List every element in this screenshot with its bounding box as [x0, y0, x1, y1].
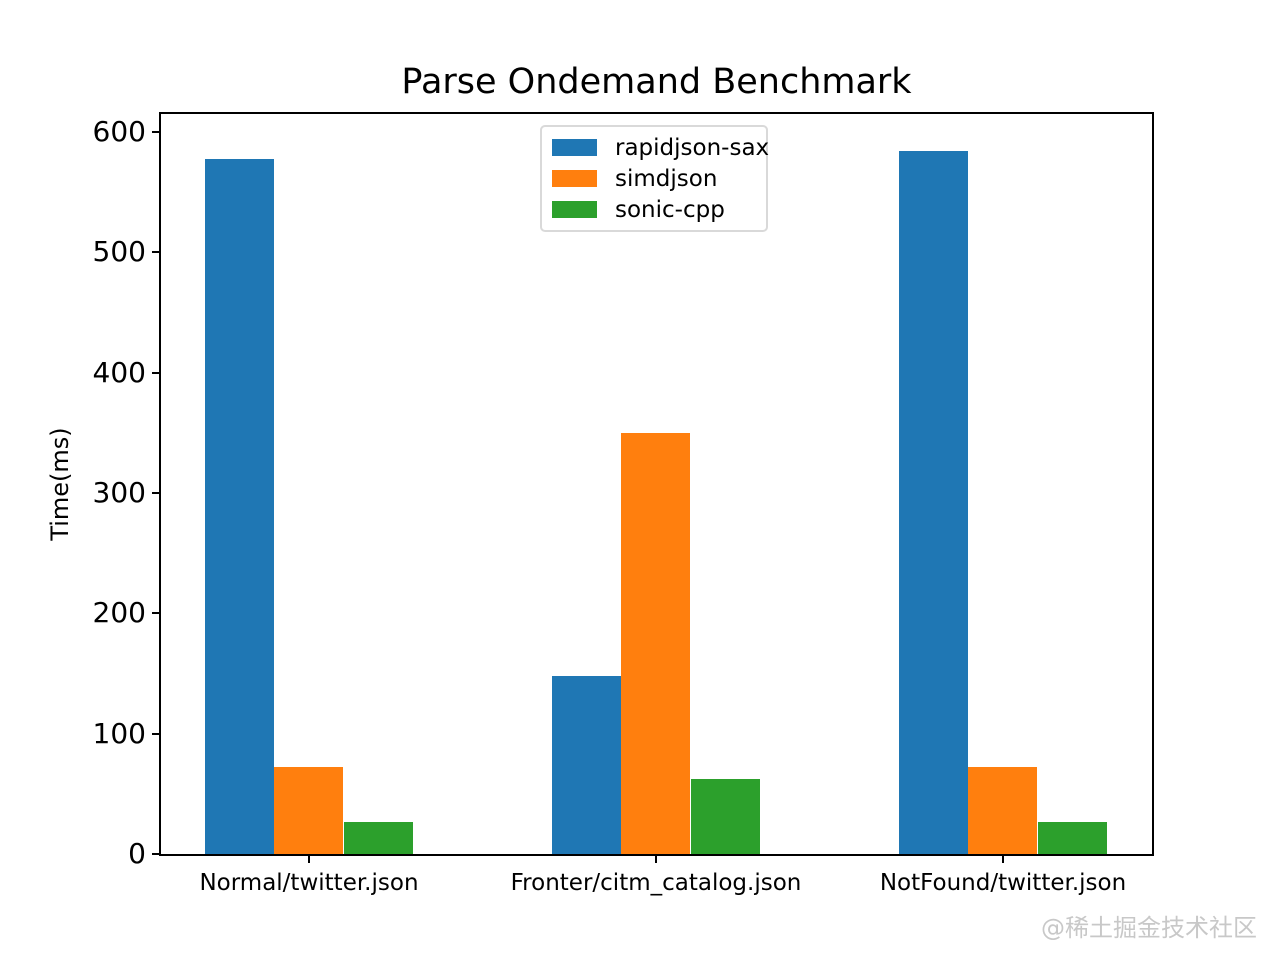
- bar-simdjson-2: [968, 767, 1037, 854]
- ytick-mark-200: [152, 612, 161, 614]
- ytick-label-400: 400: [92, 356, 146, 389]
- bar-sonic-cpp-0: [344, 822, 413, 854]
- legend: rapidjson-sax simdjson sonic-cpp: [540, 125, 770, 232]
- xtick-mark-0: [308, 854, 310, 863]
- legend-item-sonic-cpp: sonic-cpp: [542, 194, 766, 225]
- ytick-mark-300: [152, 492, 161, 494]
- bar-rapidjson-sax-0: [205, 159, 274, 854]
- watermark: @稀土掘金技术社区: [1041, 914, 1257, 942]
- legend-item-rapidjson-sax: rapidjson-sax: [542, 132, 770, 163]
- ytick-label-0: 0: [128, 837, 146, 870]
- legend-swatch-simdjson: [552, 170, 597, 187]
- ytick-mark-500: [152, 251, 161, 253]
- ytick-label-200: 200: [92, 596, 146, 629]
- ytick-mark-600: [152, 131, 161, 133]
- xtick-mark-1: [655, 854, 657, 863]
- ytick-mark-100: [152, 733, 161, 735]
- chart-title: Parse Ondemand Benchmark: [401, 62, 912, 102]
- ytick-label-100: 100: [92, 717, 146, 750]
- legend-swatch-rapidjson-sax: [552, 139, 597, 156]
- xtick-label-0: Normal/twitter.json: [199, 870, 419, 896]
- ytick-mark-0: [152, 853, 161, 855]
- ytick-label-300: 300: [92, 476, 146, 509]
- bar-sonic-cpp-1: [691, 779, 760, 854]
- bar-rapidjson-sax-1: [552, 676, 621, 854]
- bar-simdjson-1: [621, 433, 690, 854]
- ytick-mark-400: [152, 372, 161, 374]
- bar-sonic-cpp-2: [1038, 822, 1107, 854]
- legend-swatch-sonic-cpp: [552, 201, 597, 218]
- legend-label-simdjson: simdjson: [615, 165, 718, 192]
- bar-simdjson-0: [274, 767, 343, 854]
- ytick-label-500: 500: [92, 235, 146, 268]
- legend-label-sonic-cpp: sonic-cpp: [615, 196, 725, 223]
- legend-item-simdjson: simdjson: [542, 163, 766, 194]
- xtick-mark-2: [1002, 854, 1004, 863]
- bar-rapidjson-sax-2: [899, 151, 968, 854]
- legend-label-rapidjson-sax: rapidjson-sax: [615, 134, 770, 161]
- xtick-label-2: NotFound/twitter.json: [879, 870, 1127, 896]
- xtick-label-1: Fronter/citm_catalog.json: [510, 870, 802, 896]
- ytick-label-600: 600: [92, 115, 146, 148]
